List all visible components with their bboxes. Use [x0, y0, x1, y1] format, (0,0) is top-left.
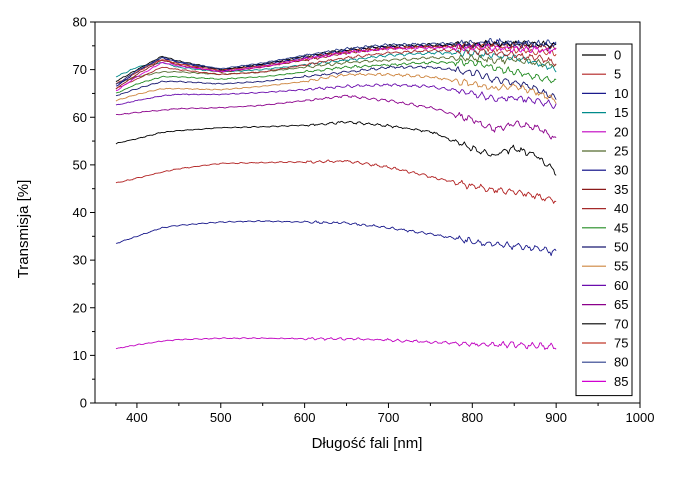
legend-label: 85	[614, 374, 628, 389]
legend-item: 5	[582, 67, 621, 82]
x-axis-label: Długość fali [nm]	[312, 435, 423, 452]
y-tick-label: 20	[73, 300, 87, 315]
legend-item: 40	[582, 201, 628, 216]
y-tick-label: 50	[73, 157, 87, 172]
series-45	[115, 58, 557, 94]
y-tick-label: 40	[73, 205, 87, 220]
legend-item: 10	[582, 86, 628, 101]
series-line	[115, 159, 557, 204]
x-tick-label: 1000	[626, 410, 655, 425]
series-line	[115, 46, 557, 90]
legend-label: 35	[614, 182, 628, 197]
y-tick-label: 30	[73, 253, 87, 268]
legend-item: 35	[582, 182, 628, 197]
series-line	[115, 94, 557, 140]
series-line	[115, 72, 557, 104]
series-layer	[115, 37, 557, 350]
series-line	[115, 65, 557, 100]
legend-item: 15	[582, 105, 628, 120]
legend-label: 80	[614, 355, 628, 370]
plot-frame	[94, 21, 641, 404]
legend-item: 55	[582, 259, 628, 274]
y-tick-label: 60	[73, 110, 87, 125]
legend-label: 75	[614, 336, 628, 351]
legend-box	[575, 43, 633, 397]
series-line	[115, 58, 557, 94]
series-line	[115, 83, 557, 109]
y-tick-label: 0	[80, 396, 87, 411]
series-line	[115, 54, 557, 84]
legend-label: 40	[614, 201, 628, 216]
legend-label: 5	[614, 67, 621, 82]
series-10	[115, 220, 557, 257]
legend-item: 80	[582, 355, 628, 370]
legend-label: 70	[614, 316, 628, 331]
legend-label: 20	[614, 124, 628, 139]
legend-label: 50	[614, 240, 628, 255]
x-tick-label: 600	[294, 410, 316, 425]
x-tick-label: 700	[378, 410, 400, 425]
series-line	[115, 337, 557, 350]
series-55	[115, 72, 557, 104]
x-tick-label: 900	[545, 410, 567, 425]
series-15	[115, 49, 557, 78]
series-line	[115, 43, 557, 92]
series-line	[115, 39, 557, 82]
legend-item: 30	[582, 163, 628, 178]
legend-item: 70	[582, 316, 628, 331]
legend-label: 65	[614, 297, 628, 312]
y-axis-label: Transmisja [%]	[15, 180, 32, 279]
legend-item: 65	[582, 297, 628, 312]
legend-label: 0	[614, 48, 621, 63]
series-70	[115, 39, 557, 82]
legend-label: 10	[614, 86, 628, 101]
legend-label: 30	[614, 163, 628, 178]
series-60	[115, 83, 557, 109]
series-50	[115, 65, 557, 100]
plot-area	[94, 21, 641, 404]
y-tick-label: 80	[73, 15, 87, 30]
series-5	[115, 159, 557, 204]
legend-label: 15	[614, 105, 628, 120]
legend-item: 75	[582, 336, 628, 351]
series-65	[115, 94, 557, 140]
series-20	[115, 337, 557, 350]
legend-item: 50	[582, 240, 628, 255]
x-tick-label: 400	[126, 410, 148, 425]
legend-label: 25	[614, 144, 628, 159]
series-80	[115, 37, 557, 85]
series-0	[115, 120, 557, 176]
legend-label: 55	[614, 259, 628, 274]
series-85	[115, 43, 557, 92]
x-tick-label: 800	[461, 410, 483, 425]
legend-item: 0	[582, 48, 621, 63]
series-line	[115, 220, 557, 257]
y-tick-label: 10	[73, 348, 87, 363]
series-25	[115, 54, 557, 84]
legend-item: 85	[582, 374, 628, 389]
legend-item: 20	[582, 124, 628, 139]
series-line	[115, 37, 557, 85]
x-tick-label: 500	[210, 410, 232, 425]
legend-item: 25	[582, 144, 628, 159]
series-40	[115, 46, 557, 90]
y-tick-label: 70	[73, 62, 87, 77]
legend: 0 5 10 15 20 25 30 35 40 45 50 55 60 65 70 75 80 85	[575, 43, 633, 397]
legend-item: 60	[582, 278, 628, 293]
series-line	[115, 49, 557, 78]
legend-label: 45	[614, 220, 628, 235]
series-line	[115, 120, 557, 176]
legend-item: 45	[582, 220, 628, 235]
legend-label: 60	[614, 278, 628, 293]
